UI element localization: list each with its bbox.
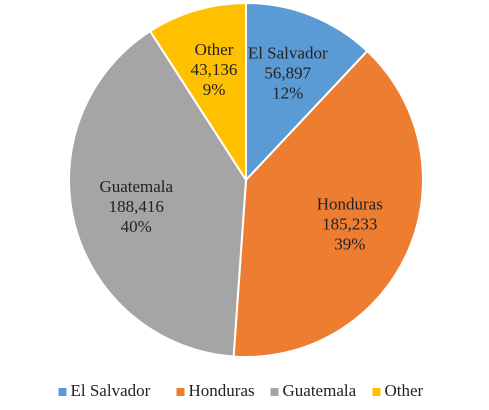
data-label-line: Other	[195, 40, 234, 59]
pie-slice	[148, 1, 247, 184]
legend-swatch	[58, 388, 67, 396]
data-label-line: Honduras	[317, 194, 383, 213]
data-label-line: 56,897	[264, 64, 311, 83]
legend-swatch	[270, 388, 279, 396]
data-label-line: Guatemala	[99, 177, 173, 196]
data-label-line: 39%	[334, 234, 365, 253]
data-label-line: El Salvador	[248, 44, 328, 63]
legend-label: El Salvador	[71, 381, 151, 400]
data-label-line: 12%	[272, 84, 303, 103]
legend-swatch	[176, 388, 185, 396]
data-label-line: 9%	[203, 80, 226, 99]
legend-label: Guatemala	[283, 381, 357, 400]
pie-slice	[232, 49, 424, 358]
legend-label: Honduras	[189, 381, 255, 400]
data-label-line: 185,233	[322, 214, 377, 233]
data-label-line: 40%	[121, 217, 152, 236]
data-label-line: 188,416	[109, 197, 164, 216]
legend-label: Other	[385, 381, 424, 400]
legend-swatch	[372, 388, 381, 396]
data-label-line: 43,136	[191, 60, 238, 79]
pie-slice	[245, 1, 369, 183]
